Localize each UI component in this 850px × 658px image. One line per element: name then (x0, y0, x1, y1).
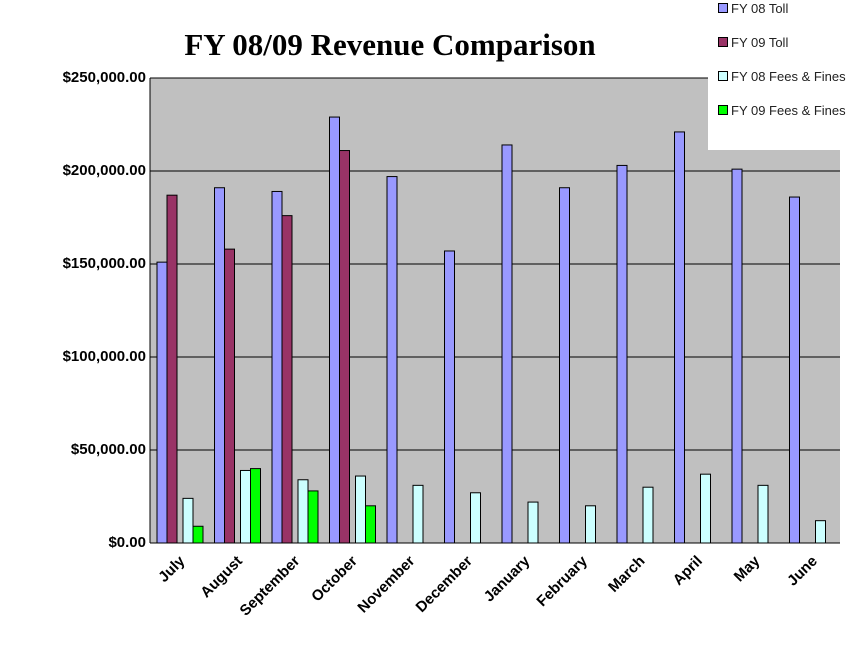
bar (365, 505, 376, 544)
bar (412, 484, 424, 544)
bar (329, 116, 340, 544)
bar (281, 215, 293, 544)
legend-label: FY 09 Toll (731, 35, 789, 50)
bar (757, 484, 769, 544)
legend-item: FY 08 Toll (718, 2, 850, 15)
bar (355, 475, 366, 544)
bar (192, 525, 204, 544)
y-tick-label: $150,000.00 (63, 255, 146, 272)
bar (307, 490, 319, 544)
legend-label: FY 09 Fees & Fines (731, 103, 846, 118)
bar (585, 505, 596, 544)
legend-item: FY 08 Fees & Fines (718, 70, 850, 83)
x-tick-label: May (731, 552, 764, 585)
bar (559, 187, 570, 544)
x-tick-label: April (670, 553, 706, 589)
x-tick-label: December (413, 553, 476, 616)
chart-title: FY 08/09 Revenue Comparison (184, 27, 595, 62)
bar (700, 473, 711, 544)
bar (156, 261, 168, 544)
x-tick-label: August (197, 553, 246, 602)
bar (224, 248, 235, 544)
bar (616, 164, 628, 544)
x-tick-label: January (481, 552, 534, 605)
legend-swatch (718, 3, 728, 13)
bar (444, 250, 455, 544)
y-tick-label: $200,000.00 (63, 162, 146, 179)
bar (731, 168, 743, 544)
bar (674, 131, 685, 544)
x-tick-label: July (155, 552, 189, 586)
bar (214, 187, 225, 544)
y-tick-label: $250,000.00 (63, 69, 146, 86)
y-tick-label: $100,000.00 (63, 348, 146, 365)
legend: FY 08 Toll FY 09 Toll FY 08 Fees & Fines FY… (708, 0, 850, 150)
y-tick-label: $0.00 (108, 534, 146, 551)
x-tick-label: October (308, 553, 361, 606)
x-tick-label: June (784, 553, 821, 590)
x-tick-label: March (605, 553, 648, 596)
x-tick-label: February (533, 552, 591, 610)
legend-swatch (718, 37, 728, 47)
bar (339, 150, 350, 544)
bar (386, 176, 398, 544)
plot-area (150, 78, 840, 543)
bar (240, 469, 251, 544)
bar (470, 492, 481, 544)
legend-label: FY 08 Toll (731, 1, 789, 16)
bar (271, 190, 283, 544)
legend-swatch (718, 105, 728, 115)
bar (182, 497, 194, 544)
bar (789, 196, 800, 544)
legend-item: FY 09 Toll (718, 36, 850, 49)
x-tick-label: November (354, 552, 418, 616)
legend-label: FY 08 Fees & Fines (731, 69, 846, 84)
legend-swatch (718, 71, 728, 81)
bar (501, 144, 513, 544)
bar (527, 501, 539, 544)
bar (815, 520, 826, 544)
bar (166, 194, 178, 544)
bar (297, 479, 309, 544)
bar (250, 468, 261, 544)
y-tick-label: $50,000.00 (71, 441, 146, 458)
bar (642, 486, 654, 544)
legend-item: FY 09 Fees & Fines (718, 104, 850, 117)
x-tick-label: September (237, 553, 304, 620)
